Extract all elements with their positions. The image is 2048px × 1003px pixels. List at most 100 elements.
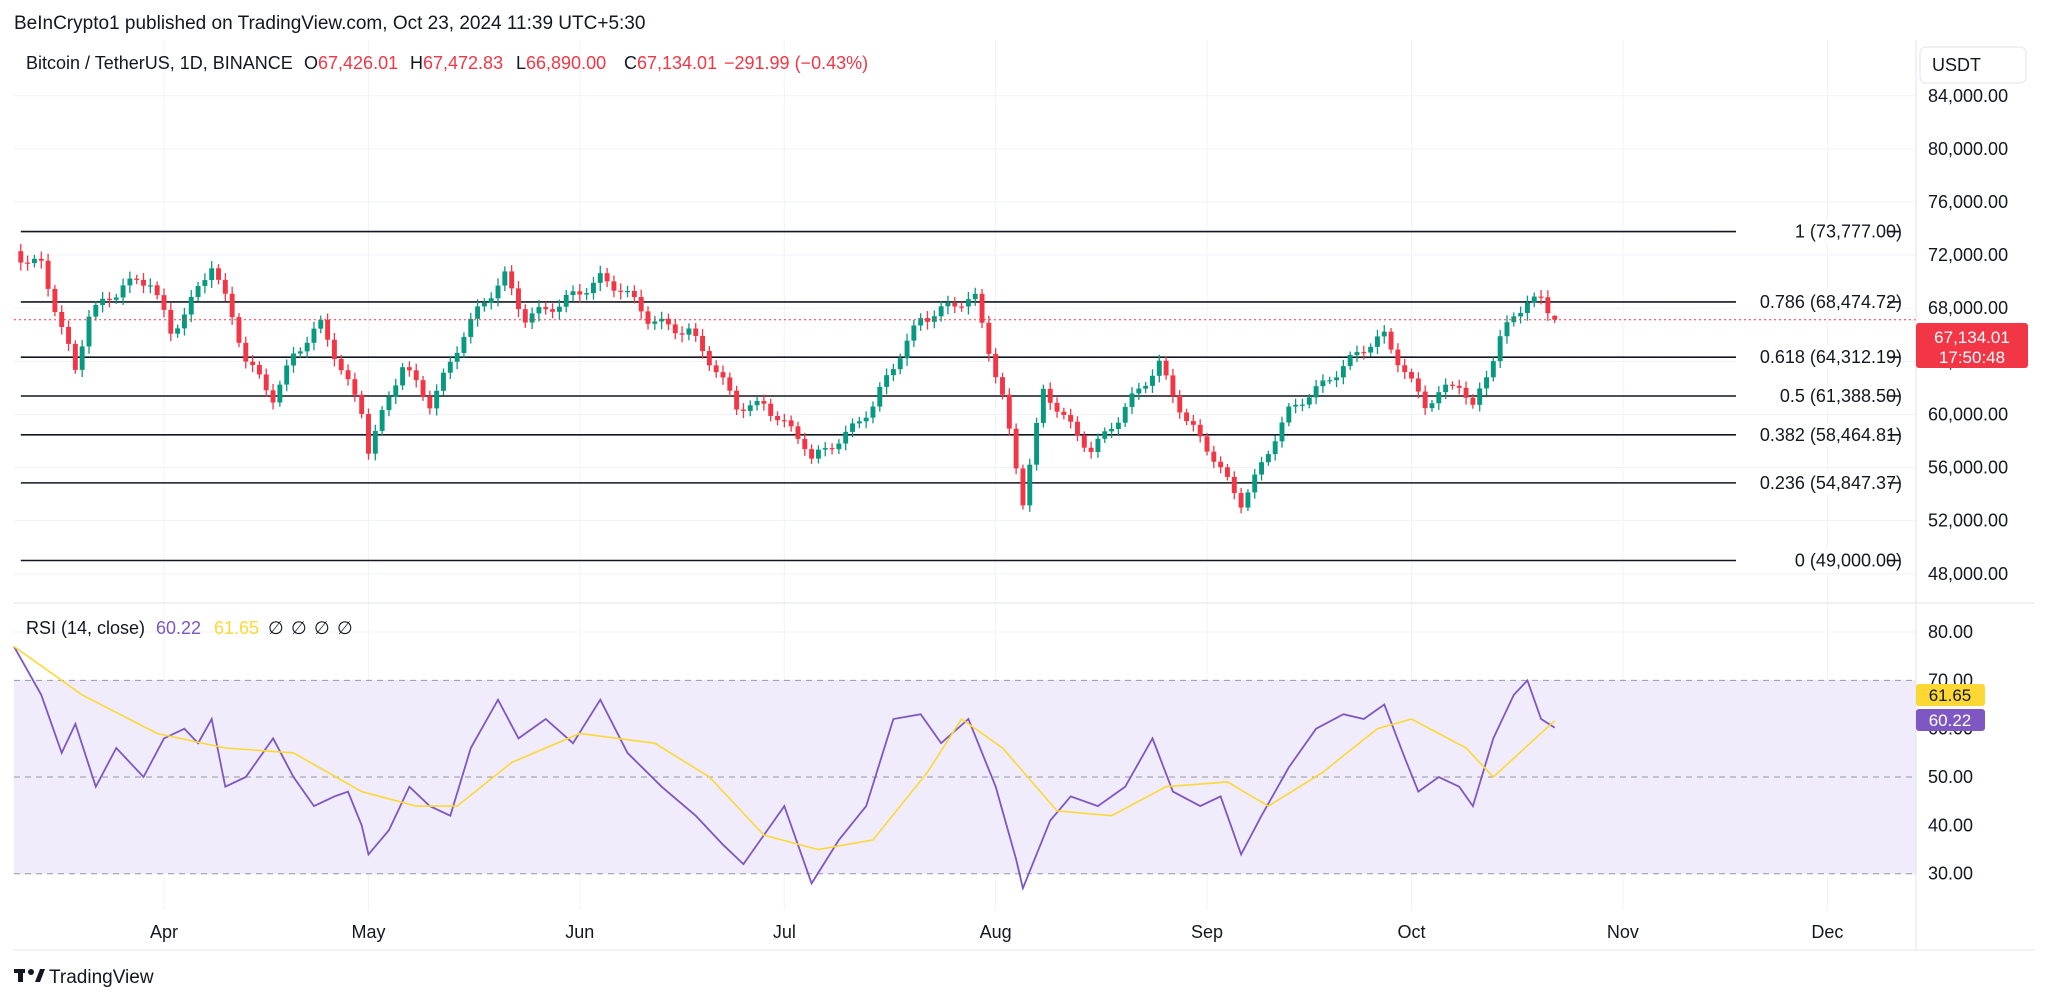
candle-body xyxy=(1122,406,1128,423)
candle-body xyxy=(890,369,896,376)
candle-body xyxy=(556,306,562,312)
candle-body xyxy=(1545,297,1551,314)
candle-body xyxy=(665,318,671,325)
candle-body xyxy=(516,288,521,310)
candle-body xyxy=(522,309,528,323)
candle-body xyxy=(529,313,535,323)
candle-body xyxy=(611,281,617,291)
candle-body xyxy=(475,306,481,319)
published-text: BeInCrypto1 published on TradingView.com… xyxy=(14,13,645,34)
candle-body xyxy=(1088,447,1094,452)
candlesticks xyxy=(18,243,1558,514)
candle-body xyxy=(1143,385,1149,389)
rsi-value-label: 60.22 xyxy=(156,618,201,638)
candle-body xyxy=(93,305,99,317)
candle-body xyxy=(1013,428,1019,469)
rsi-extra-3: ∅ xyxy=(314,618,330,638)
candle-body xyxy=(672,324,678,334)
candle-body xyxy=(836,443,842,450)
candle-body xyxy=(1320,380,1326,387)
candle-body xyxy=(1361,352,1367,354)
candle-body xyxy=(1409,372,1414,379)
candle-body xyxy=(877,386,883,407)
rsi-extra-1: ∅ xyxy=(268,618,284,638)
candle-body xyxy=(393,385,399,397)
fib-level-label: 0.786 (68,474.72) xyxy=(1760,292,1902,312)
candle-body xyxy=(1006,394,1012,429)
candle-body xyxy=(1081,435,1087,448)
candle-body xyxy=(550,309,556,312)
candle-body xyxy=(1129,393,1135,407)
candle-body xyxy=(591,282,596,294)
candle-body xyxy=(979,293,985,323)
candle-body xyxy=(843,431,849,444)
price-axis[interactable]: 48,000.0052,000.0056,000.0060,000.0064,0… xyxy=(1928,86,2008,584)
time-axis[interactable]: Apr May Jun Jul Aug Sep Oct Nov Dec xyxy=(150,922,1843,942)
price-tick-label: 48,000.00 xyxy=(1928,564,2008,584)
fib-label-bg xyxy=(1736,471,1888,494)
time-tick-label: Jul xyxy=(773,922,796,942)
time-tick-label: May xyxy=(351,922,385,942)
candle-body xyxy=(79,346,85,370)
price-tick-label: 80,000.00 xyxy=(1928,139,2008,159)
candle-body xyxy=(413,370,419,381)
candle-body xyxy=(113,297,119,300)
currency-button[interactable]: USDT xyxy=(1919,46,2027,84)
close-value: 67,134.01 xyxy=(637,53,717,73)
price-tick-label: 84,000.00 xyxy=(1928,86,2008,106)
last-price: 67,134.01 xyxy=(1934,328,2010,347)
price-tick-label: 68,000.00 xyxy=(1928,298,2008,318)
candle-body xyxy=(1538,296,1544,298)
candle-body xyxy=(1190,421,1196,425)
candle-body xyxy=(918,318,924,326)
candle-body xyxy=(884,375,890,387)
candle-body xyxy=(1449,384,1455,386)
candle-body xyxy=(1511,316,1517,323)
candle-body xyxy=(795,426,801,439)
candle-body xyxy=(222,279,228,294)
candle-body xyxy=(679,333,685,335)
candle-body xyxy=(1054,402,1060,412)
tradingview-logo[interactable]: TradingView xyxy=(14,967,154,988)
candle-body xyxy=(277,384,283,403)
candle-body xyxy=(856,421,862,424)
candle-body xyxy=(161,295,167,310)
candle-body xyxy=(1115,422,1121,429)
candle-body xyxy=(270,390,276,403)
candle-body xyxy=(597,273,603,283)
high-value: 67,472.83 xyxy=(423,53,503,73)
high-label: H xyxy=(410,53,423,73)
candle-body xyxy=(1027,464,1033,506)
candle-body xyxy=(768,403,774,416)
candle-body xyxy=(1197,424,1203,437)
candle-body xyxy=(965,299,971,307)
rsi-line xyxy=(13,646,1556,892)
candle-body xyxy=(638,297,644,312)
candle-body xyxy=(850,423,855,432)
candle-body xyxy=(1347,354,1353,367)
fib-level-label: 0 (49,000.00) xyxy=(1795,551,1902,571)
candle-body xyxy=(1040,388,1046,423)
candle-body xyxy=(352,379,358,395)
candle-body xyxy=(645,311,651,324)
candle-body xyxy=(1238,493,1244,508)
candle-body xyxy=(31,258,37,264)
candle-body xyxy=(1204,436,1210,452)
candle-body xyxy=(1456,385,1462,388)
candle-body xyxy=(1524,302,1530,314)
candle-body xyxy=(250,361,256,366)
fibonacci-retracement[interactable]: 1 (73,777.00) 0.786 (68,474.72) 0.618 (64,… xyxy=(20,220,1902,572)
currency-label: USDT xyxy=(1932,55,1981,75)
candle-body xyxy=(359,394,365,415)
rsi-tick-label: 80.00 xyxy=(1928,622,1973,642)
candle-body xyxy=(1279,422,1285,442)
candle-body xyxy=(461,336,467,353)
candle-body xyxy=(863,417,869,422)
candle-body xyxy=(72,343,78,370)
time-tick-label: Aug xyxy=(980,922,1012,942)
candle-body xyxy=(1374,336,1380,347)
candle-body xyxy=(1334,377,1339,381)
candle-body xyxy=(256,365,262,375)
candle-body xyxy=(1395,349,1401,366)
